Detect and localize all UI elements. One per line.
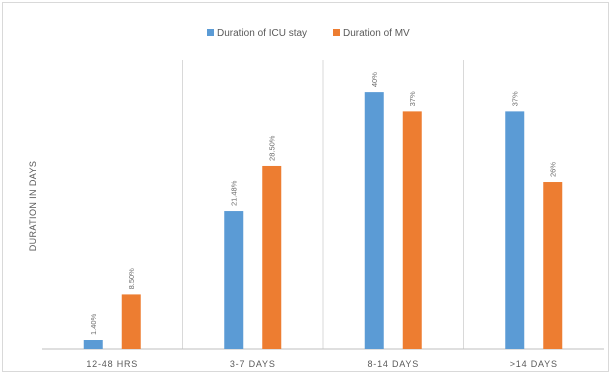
bar-mv-2 — [402, 111, 422, 349]
x-tick-label: 12-48 HRS — [86, 359, 138, 369]
bar-icu-3 — [505, 111, 525, 349]
plot-area: 1.40% 8.50% 12-48 HRS 21.48% 28.50% 3-7 DAYS 4… — [42, 60, 604, 369]
x-tick-label: 3-7 DAYS — [230, 359, 276, 369]
legend-label-mv: Duration of MV — [343, 28, 410, 39]
bar-mv-1 — [262, 165, 282, 349]
bar-icu-1 — [224, 211, 244, 349]
legend-swatch-mv — [333, 29, 340, 36]
bar-mv-0 — [121, 294, 141, 349]
x-tick-label: >14 DAYS — [510, 359, 558, 369]
data-label: 21.48% — [230, 180, 239, 206]
data-label: 26% — [549, 162, 558, 177]
y-axis-label: DURATION IN DAYS — [28, 161, 38, 252]
legend-label-icu: Duration of ICU stay — [217, 28, 307, 39]
x-tick-label: 8-14 DAYS — [367, 359, 419, 369]
data-label: 40% — [370, 72, 379, 87]
data-label: 1.40% — [89, 313, 98, 335]
bar-icu-2 — [364, 92, 384, 349]
legend: Duration of ICU stay Duration of MV — [207, 28, 410, 39]
bar-icu-0 — [83, 340, 103, 349]
data-label: 8.50% — [127, 268, 136, 290]
bar-mv-3 — [543, 182, 563, 349]
legend-swatch-icu — [207, 29, 214, 36]
data-label: 37% — [408, 91, 417, 106]
data-label: 37% — [511, 91, 520, 106]
data-label: 28.50% — [268, 135, 277, 161]
